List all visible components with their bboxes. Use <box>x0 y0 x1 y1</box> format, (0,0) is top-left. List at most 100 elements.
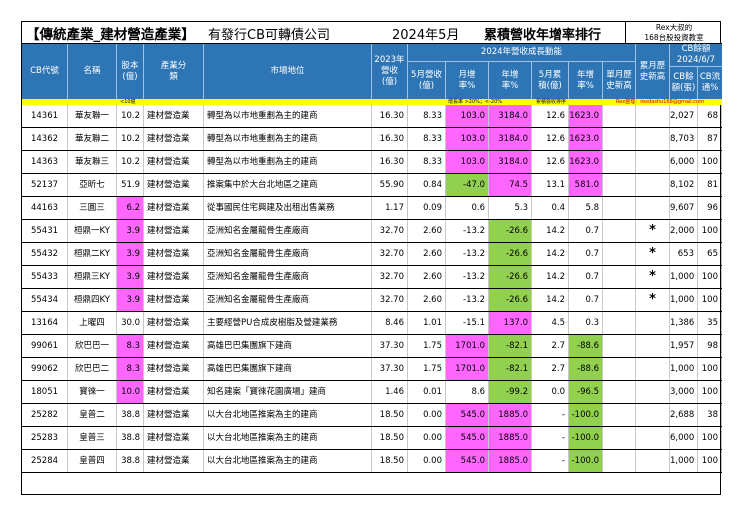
cell-cumulative-high: * <box>636 266 670 288</box>
cell-cumulative-high <box>636 427 670 449</box>
cell-may-cumulative: 14.2 <box>532 289 569 311</box>
title-category: 【傳統產業_建材營造產業】 <box>26 27 195 43</box>
cell-may-revenue: 0.09 <box>408 197 446 219</box>
cell-may-revenue: 0.00 <box>408 404 446 426</box>
cell-market-position: 亞洲知名金屬龍骨生產廠商 <box>204 220 372 242</box>
cell-industry: 建材營造業 <box>144 220 204 242</box>
header-cb-amount: CB餘額(張) <box>670 67 698 99</box>
legend-note-bar: <10億 增長率 >20%；<-20% 累積營收排序 Rex整理：rexdash… <box>22 99 722 105</box>
cell-yoy: 3184.0 <box>489 128 532 150</box>
cell-cumulative-high <box>636 197 670 219</box>
header-industry: 產業分類 <box>144 44 204 99</box>
cell-yoy: -26.6 <box>489 220 532 242</box>
cell-cumulative-yoy: 581.0 <box>569 174 603 196</box>
cell-cb-code: 55432 <box>22 243 68 265</box>
cell-may-cumulative: 13.1 <box>532 174 569 196</box>
cell-cb-liquidity: 100 <box>698 220 722 242</box>
table-row: 14362 華友聯二 10.2 建材營造業 轉型為以市地重劃為主的建商 16.30 8.33… <box>22 128 722 151</box>
cell-may-revenue: 0.84 <box>408 174 446 196</box>
cell-name: 皇普二 <box>68 404 117 426</box>
table-row: 44163 三圓三 6.2 建材營造業 從事國民住宅興建及出租出售業務 1.17 0.09 0… <box>22 197 722 220</box>
cell-may-revenue: 8.33 <box>408 128 446 150</box>
cell-yoy: 137.0 <box>489 312 532 334</box>
cell-market-position: 轉型為以市地重劃為主的建商 <box>204 151 372 173</box>
cell-cumulative-yoy: -100.0 <box>569 427 603 449</box>
cell-may-revenue: 0.01 <box>408 381 446 403</box>
header-cb-balance-title: CB餘額 2024/6/7 <box>670 44 722 67</box>
cell-name: 上曜四 <box>68 312 117 334</box>
cell-month-high <box>603 243 636 265</box>
cell-cb-code: 99062 <box>22 358 68 380</box>
table-row: 25284 皇普四 38.8 建材營造業 以大台北地區推案為主的建商 18.50 0.00 5… <box>22 450 722 473</box>
cell-industry: 建材營造業 <box>144 197 204 219</box>
cell-mom: 0.6 <box>446 197 489 219</box>
cell-cumulative-yoy: 1623.0 <box>569 128 603 150</box>
cell-market-position: 亞洲知名金屬龍骨生產廠商 <box>204 289 372 311</box>
cell-yoy: 3184.0 <box>489 105 532 127</box>
header-cb-balance-label: CB餘額 <box>681 44 711 54</box>
cell-cb-code: 25282 <box>22 404 68 426</box>
cell-cumulative-yoy: -100.0 <box>569 404 603 426</box>
title-subtitle: 有發行CB可轉債公司 <box>208 28 330 43</box>
cell-cumulative-high: * <box>636 243 670 265</box>
cell-cumulative-high <box>636 335 670 357</box>
cell-capital: 38.8 <box>117 427 144 449</box>
table-row: 14363 華友聯三 10.2 建材營造業 轉型為以市地重劃為主的建商 16.30 8.33… <box>22 151 722 174</box>
cell-industry: 建材營造業 <box>144 266 204 288</box>
cell-yoy: -26.6 <box>489 289 532 311</box>
cell-may-cumulative: 12.6 <box>532 105 569 127</box>
cell-cb-amount: 8,703 <box>670 128 698 150</box>
cell-cb-code: 99061 <box>22 335 68 357</box>
cell-capital: 38.8 <box>117 404 144 426</box>
cell-capital: 3.9 <box>117 220 144 242</box>
cell-mom: -13.2 <box>446 220 489 242</box>
cell-cb-liquidity: 100 <box>698 151 722 173</box>
header-mom: 月增率% <box>446 62 489 99</box>
cell-cumulative-yoy: 0.7 <box>569 266 603 288</box>
cell-name: 華友聯三 <box>68 151 117 173</box>
cell-market-position: 知名建案「寶徠花園廣場」建商 <box>204 381 372 403</box>
note-cumulative: 累積營收排序 <box>536 99 567 105</box>
cell-yoy: 74.5 <box>489 174 532 196</box>
table-row: 14361 華友聯一 10.2 建材營造業 轉型為以市地重劃為主的建商 16.30 8.33… <box>22 105 722 128</box>
cell-cb-code: 14363 <box>22 151 68 173</box>
cell-month-high <box>603 105 636 127</box>
cell-yoy: -82.1 <box>489 335 532 357</box>
cell-yoy: -26.6 <box>489 266 532 288</box>
cell-name: 華友聯二 <box>68 128 117 150</box>
cell-cumulative-high: * <box>636 220 670 242</box>
cell-may-cumulative: 14.2 <box>532 266 569 288</box>
cell-industry: 建材營造業 <box>144 174 204 196</box>
cell-cumulative-yoy: -88.6 <box>569 335 603 357</box>
cell-cb-amount: 2,000 <box>670 220 698 242</box>
cell-cb-amount: 1,000 <box>670 450 698 472</box>
header-may-revenue: 5月營收(億) <box>408 62 446 99</box>
cell-may-revenue: 1.01 <box>408 312 446 334</box>
cell-name: 欣巴巴二 <box>68 358 117 380</box>
cell-yoy: -26.6 <box>489 243 532 265</box>
cell-cumulative-yoy: 1623.0 <box>569 105 603 127</box>
header-month-high: 單月歷史新高 <box>603 62 636 99</box>
cell-yoy: 3184.0 <box>489 151 532 173</box>
cell-cb-liquidity: 35 <box>698 312 722 334</box>
cell-cb-amount: 653 <box>670 243 698 265</box>
cell-yoy: 5.3 <box>489 197 532 219</box>
cell-cb-code: 52137 <box>22 174 68 196</box>
cell-mom: 545.0 <box>446 427 489 449</box>
cell-cb-liquidity: 100 <box>698 450 722 472</box>
cell-industry: 建材營造業 <box>144 105 204 127</box>
cell-industry: 建材營造業 <box>144 128 204 150</box>
cell-revenue-2023: 18.50 <box>372 427 408 449</box>
cell-cumulative-high <box>636 174 670 196</box>
cell-cb-code: 25284 <box>22 450 68 472</box>
cell-cb-amount: 1,957 <box>670 335 698 357</box>
cell-cb-liquidity: 81 <box>698 174 722 196</box>
cell-capital: 10.2 <box>117 128 144 150</box>
cell-mom: 1701.0 <box>446 358 489 380</box>
header-market-position: 市場地位 <box>204 44 372 99</box>
cell-industry: 建材營造業 <box>144 381 204 403</box>
cell-may-revenue: 2.60 <box>408 220 446 242</box>
cell-name: 桓鼎二KY <box>68 243 117 265</box>
header-may-cumulative: 5月累積(億) <box>532 62 569 99</box>
note-credit: Rex整理：rexdashu168@gmail.com <box>616 99 704 105</box>
